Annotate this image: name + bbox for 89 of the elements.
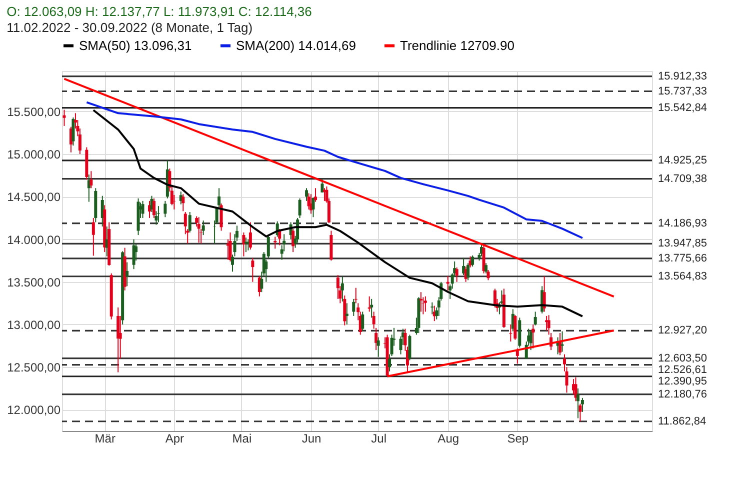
- ref-line-label: 12.927,20: [658, 324, 707, 337]
- candlestick: [320, 179, 324, 193]
- x-tick-label: Sep: [507, 432, 529, 446]
- ref-line-label: 12.180,76: [658, 388, 707, 400]
- candlestick: [560, 330, 564, 352]
- candlestick: [164, 200, 167, 218]
- ref-line-label: 11.862,84: [658, 415, 706, 428]
- x-tick-label: Apr: [165, 432, 184, 446]
- legend-label: SMA(50) 13.096,31: [79, 38, 192, 53]
- candlestick: [370, 298, 374, 318]
- candlestick: [274, 236, 277, 250]
- line-series: [86, 101, 584, 240]
- candlestick: [126, 262, 129, 287]
- y-tick-label: 12.000,00: [7, 403, 61, 418]
- candlestick: [220, 202, 223, 232]
- candlestick: [336, 274, 340, 300]
- candlestick: [482, 244, 486, 274]
- ref-line-label: 15.737,33: [658, 85, 707, 98]
- candlestick: [471, 254, 474, 268]
- candlestick: [305, 188, 308, 202]
- candlestick: [534, 311, 537, 326]
- legend-label: SMA(200) 14.014,69: [236, 38, 356, 53]
- candlestick: [90, 170, 93, 189]
- chart-subtitle: 11.02.2022 - 30.09.2022 (8 Monate, 1 Tag): [6, 20, 253, 35]
- candlestick: [132, 238, 136, 270]
- candlestick: [361, 311, 364, 332]
- legend-label: Trendlinie 12709.90: [400, 38, 514, 53]
- candlestick: [574, 376, 578, 402]
- candlestick: [242, 232, 246, 257]
- candlestick: [376, 336, 380, 358]
- candlestick: [298, 198, 302, 218]
- candlestick: [424, 296, 427, 312]
- candlestick: [529, 330, 532, 351]
- ref-line-label: 12.603,50: [658, 352, 707, 364]
- candlestick: [72, 116, 75, 146]
- candlestick: [156, 206, 160, 223]
- candlestick: [532, 324, 535, 349]
- candlestick: [228, 232, 232, 262]
- line-series: [92, 109, 584, 318]
- candlestick: [152, 198, 156, 218]
- ref-line-label: 13.947,85: [658, 238, 707, 250]
- y-tick-label: 13.000,00: [7, 318, 61, 332]
- candlestick: [197, 216, 200, 244]
- chart-title: O: 12.063,09 H: 12.137,77 L: 11.973,91 C: 12.114,36: [6, 4, 312, 19]
- ref-line-label: 12.526,61: [658, 364, 707, 376]
- candlestick: [116, 306, 120, 373]
- candlestick: [408, 334, 412, 361]
- ref-line-label: 14.186,93: [658, 217, 707, 230]
- candlestick: [314, 188, 317, 202]
- ref-line-label: 13.564,83: [658, 270, 707, 282]
- candlestick: [493, 288, 496, 308]
- y-tick-label: 13.500,00: [7, 275, 61, 290]
- x-tick-label: Jun: [302, 432, 322, 446]
- candlestick: [419, 292, 422, 312]
- candlestick: [455, 266, 458, 282]
- y-tick-label: 14.000,00: [7, 232, 61, 247]
- x-tick-label: Jul: [371, 432, 386, 446]
- candlestick: [545, 315, 548, 331]
- candlestick: [580, 397, 584, 412]
- candlestick: [312, 197, 315, 218]
- candlestick: [340, 276, 344, 302]
- ref-line-label: 12.390,95: [658, 375, 707, 388]
- candlestick: [430, 302, 434, 315]
- candlestick: [352, 298, 356, 316]
- candlestick: [62, 109, 66, 126]
- candlestick: [578, 403, 582, 422]
- x-tick-label: Aug: [438, 432, 460, 446]
- candlestick: [307, 192, 310, 210]
- candlestick: [486, 269, 490, 281]
- x-tick-label: Mär: [94, 432, 116, 446]
- ref-line-label: 14.925,25: [658, 154, 707, 166]
- candlestick: [182, 194, 185, 212]
- ref-line-label: 14.709,38: [658, 172, 707, 185]
- y-tick-label: 15.500,00: [7, 104, 61, 119]
- candlestick: [202, 220, 205, 236]
- candlestick: [248, 222, 252, 250]
- ref-line-label: 13.775,66: [658, 252, 707, 264]
- y-tick-label: 15.000,00: [7, 148, 61, 162]
- ref-line-label: 15.912,33: [658, 70, 707, 82]
- y-tick-label: 12.500,00: [7, 360, 61, 375]
- y-tick-label: 14.500,00: [7, 190, 61, 204]
- x-tick-label: Mai: [232, 432, 252, 446]
- candlestick: [462, 258, 466, 276]
- candlestick: [251, 258, 254, 282]
- candlestick: [92, 217, 95, 256]
- ref-line-label: 15.542,84: [658, 102, 707, 114]
- candlestick: [218, 188, 221, 210]
- candlestick: [188, 212, 192, 233]
- candlestick: [484, 262, 488, 274]
